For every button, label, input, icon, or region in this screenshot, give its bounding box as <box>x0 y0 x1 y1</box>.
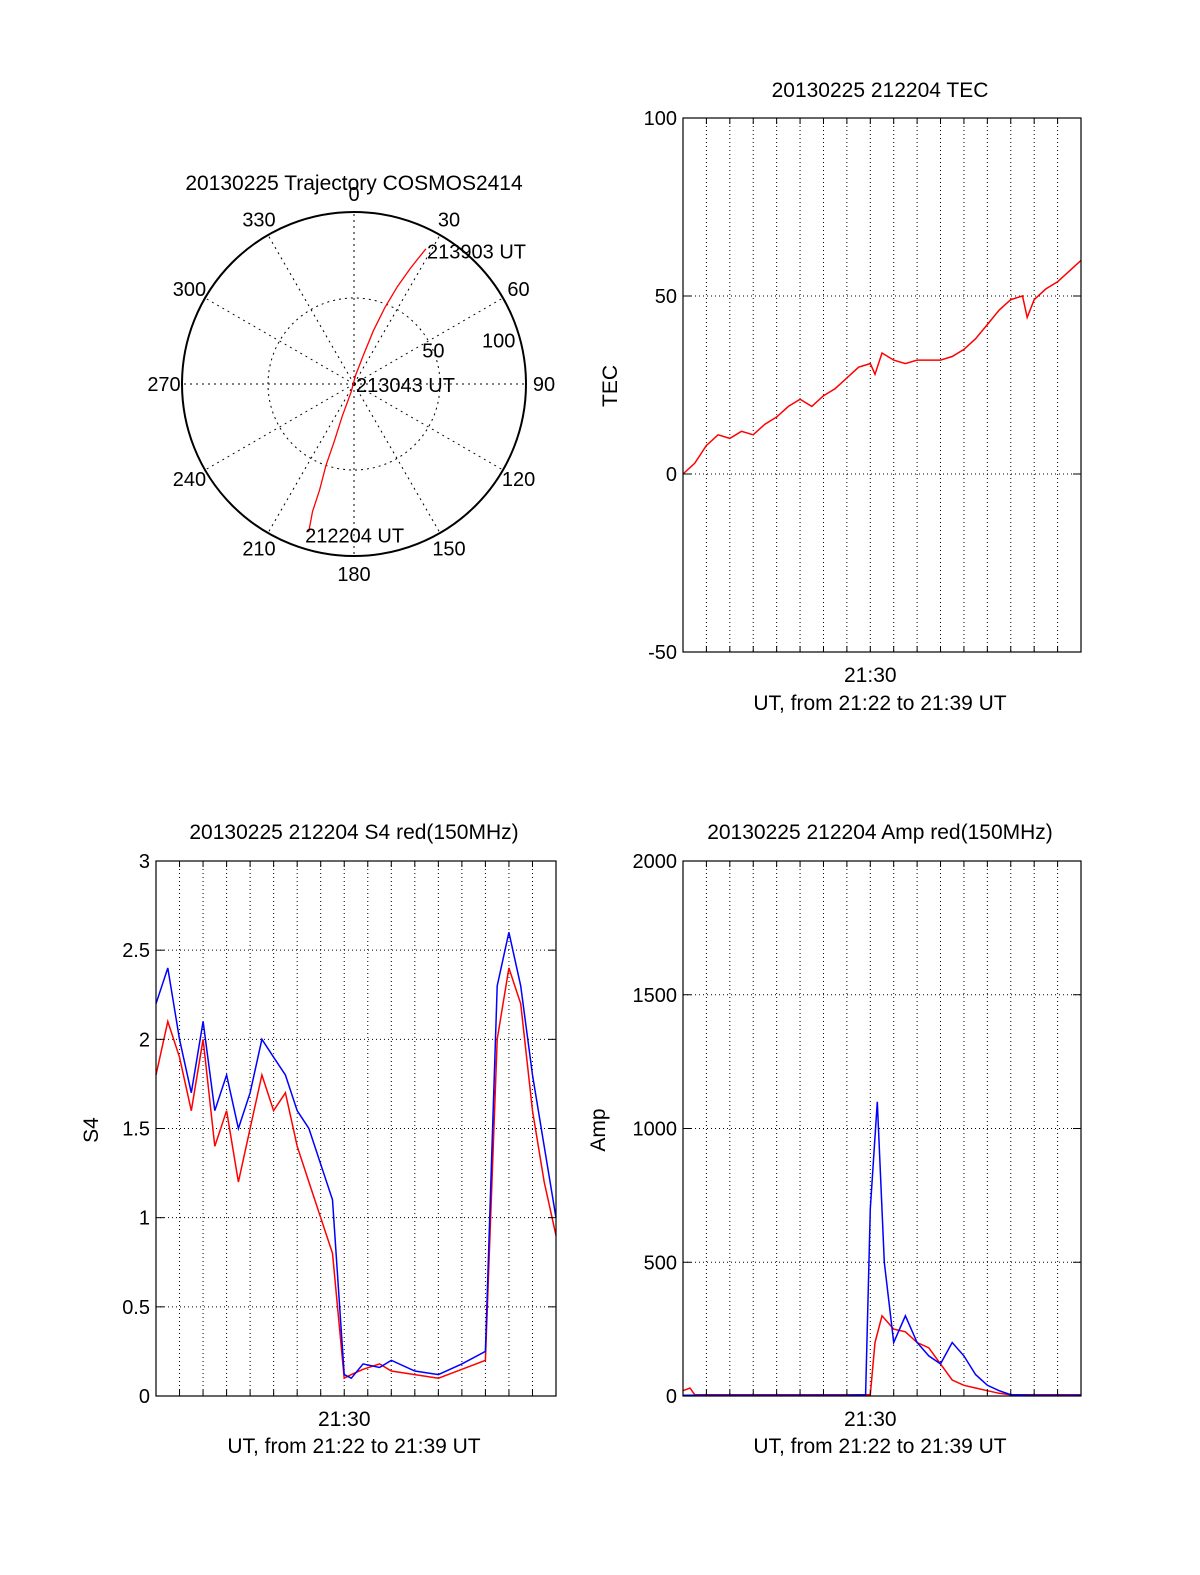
polar-labels: 0 30 60 90 120 150 180 210 240 270 300 330 50 100 2139… <box>147 184 555 586</box>
s4-panel: 20130225 212204 S4 red(150MHz) S4 UT, fr… <box>80 821 557 1458</box>
s4-ytick-label-1: 1 <box>139 1208 150 1230</box>
s4-axes: 0 0.5 1 1.5 2 2.5 3 21:30 <box>122 851 557 1431</box>
polar-spoke-240 <box>204 383 355 471</box>
trajectory-annotation-0: 213903 UT <box>427 241 526 263</box>
trajectory-annotation-1: 213043 UT <box>356 375 455 397</box>
amp-title: 20130225 212204 Amp red(150MHz) <box>707 821 1053 844</box>
polar-spoke-150 <box>353 383 441 534</box>
amp-series-1 <box>683 1101 1081 1396</box>
polar-spoke-330 <box>267 234 355 385</box>
s4-ylabel: S4 <box>80 1117 103 1143</box>
tec-xlabel: UT, from 21:22 to 21:39 UT <box>753 692 1006 715</box>
tec-ytick-label--50: -50 <box>648 642 677 664</box>
tec-xtick-label: 21:30 <box>844 664 897 687</box>
tec-series-0 <box>682 259 1082 475</box>
s4-ytick-label-3: 3 <box>139 851 150 873</box>
amp-axes: 0 500 1000 1500 2000 21:30 <box>633 851 1082 1431</box>
amp-series <box>682 1101 1081 1396</box>
trajectory-series <box>308 248 427 533</box>
tec-series <box>682 259 1082 475</box>
s4-title: 20130225 212204 S4 red(150MHz) <box>189 821 518 844</box>
polar-spoke-300 <box>204 297 355 385</box>
s4-series-0 <box>155 967 557 1380</box>
tec-ytick-label-50: 50 <box>655 286 677 308</box>
tec-ytick-label-100: 100 <box>644 108 677 130</box>
trajectory-title: 20130225 Trajectory COSMOS2414 <box>185 172 523 195</box>
amp-ytick-label-2000: 2000 <box>633 851 678 873</box>
polar-grid <box>181 211 527 557</box>
amp-series-0 <box>682 1314 1081 1396</box>
amp-ytick-label-1000: 1000 <box>633 1119 678 1141</box>
angle-label-270: 270 <box>147 374 180 396</box>
s4-xlabel: UT, from 21:22 to 21:39 UT <box>227 1435 480 1458</box>
angle-label-90: 90 <box>533 374 555 396</box>
tec-axes: -50 0 50 100 21:30 <box>644 108 1082 687</box>
s4-series <box>155 932 557 1380</box>
amp-ytick-label-0: 0 <box>666 1386 677 1408</box>
s4-ytick-label-1.5: 1.5 <box>122 1119 150 1141</box>
amp-panel: 20130225 212204 Amp red(150MHz) Amp UT, … <box>587 821 1082 1458</box>
s4-ytick-label-0.5: 0.5 <box>122 1297 150 1319</box>
radius-label-50: 50 <box>422 341 444 363</box>
amp-xlabel: UT, from 21:22 to 21:39 UT <box>753 1435 1006 1458</box>
angle-label-60: 60 <box>507 279 529 301</box>
s4-grid <box>155 860 557 1397</box>
trajectory-panel: 20130225 Trajectory COSMOS2414 0 30 60 90 12… <box>147 172 555 586</box>
s4-xtick-label: 21:30 <box>318 1408 371 1431</box>
s4-ytick-label-2.5: 2.5 <box>122 940 150 962</box>
angle-label-240: 240 <box>173 469 206 491</box>
tec-title: 20130225 212204 TEC <box>772 79 989 102</box>
angle-label-180: 180 <box>337 564 370 586</box>
s4-series-1 <box>155 932 557 1380</box>
polar-spoke-60 <box>353 297 504 385</box>
polar-spoke-30 <box>353 234 441 385</box>
radius-label-100: 100 <box>482 330 515 352</box>
tec-ytick-label-0: 0 <box>666 464 677 486</box>
polar-spoke-210 <box>267 383 355 534</box>
amp-ytick-label-500: 500 <box>644 1252 677 1274</box>
angle-label-0: 0 <box>348 184 359 206</box>
tec-frame <box>682 117 1082 653</box>
polar-outer-ring <box>181 211 527 557</box>
amp-xtick-label: 21:30 <box>844 1408 897 1431</box>
tec-ylabel: TEC <box>599 365 622 407</box>
s4-ytick-label-0: 0 <box>139 1386 150 1408</box>
s4-ytick-label-2: 2 <box>139 1029 150 1051</box>
amp-ytick-label-1500: 1500 <box>633 985 678 1007</box>
angle-label-150: 150 <box>432 539 465 561</box>
angle-label-120: 120 <box>502 469 535 491</box>
trajectory-annotation-2: 212204 UT <box>305 525 404 547</box>
angle-label-210: 210 <box>242 539 275 561</box>
tec-panel: 20130225 212204 TEC TEC UT, from 21:22 t… <box>599 79 1082 715</box>
amp-ylabel: Amp <box>587 1108 610 1151</box>
polar-spoke-120 <box>353 383 504 471</box>
tec-grid <box>682 117 1082 653</box>
angle-label-30: 30 <box>438 209 460 231</box>
angle-label-300: 300 <box>173 279 206 301</box>
angle-label-330: 330 <box>242 209 275 231</box>
trajectory-line-0 <box>308 248 427 533</box>
